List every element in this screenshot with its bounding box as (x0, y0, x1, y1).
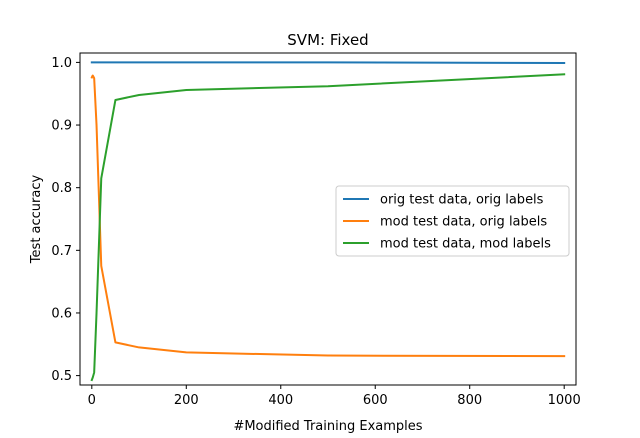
y-tick-label: 0.7 (51, 244, 72, 259)
y-tick-label: 0.8 (51, 181, 72, 196)
series-line-1 (90, 61, 566, 65)
y-tick-label: 1.0 (51, 56, 72, 71)
legend: orig test data, orig labels mod test data… (335, 185, 570, 257)
x-tick-label: 200 (174, 393, 199, 408)
series-line-2 (90, 74, 566, 358)
axes-layer: 0 200 400 600 800 1000 0.5 0.6 0.7 0.8 0.9 1.0 (51, 52, 581, 408)
chart-title: SVM: Fixed (287, 31, 368, 49)
legend-label-1: orig test data, orig labels (380, 193, 544, 208)
y-tick-label: 0.5 (51, 369, 72, 384)
legend-label-3: mod test data, mod labels (380, 237, 551, 252)
x-tick-label: 600 (363, 393, 388, 408)
x-axis-label: #Modified Training Examples (233, 419, 422, 434)
legend-box (335, 185, 570, 257)
legend-label-2: mod test data, orig labels (380, 215, 547, 230)
x-tick-label: 0 (88, 393, 96, 408)
x-tick-label: 400 (268, 393, 293, 408)
y-axis-label: Test accuracy (29, 175, 44, 265)
axes-spines (79, 52, 577, 386)
series-line-3 (90, 73, 566, 382)
y-tick-label: 0.6 (51, 306, 72, 321)
x-tick-label: 1000 (548, 393, 581, 408)
series-layer (90, 61, 566, 382)
y-tick-label: 0.9 (51, 119, 72, 134)
x-tick-label: 800 (457, 393, 482, 408)
